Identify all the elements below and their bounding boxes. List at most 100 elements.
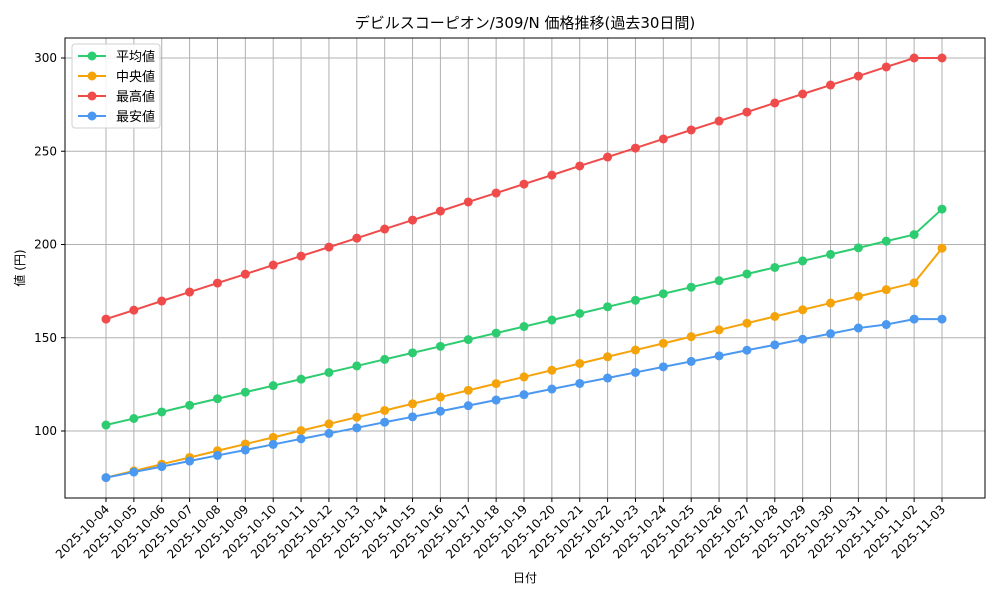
- data-point: [714, 116, 724, 126]
- data-point: [324, 242, 334, 252]
- data-point: [686, 332, 696, 342]
- legend-item: 中央値: [78, 69, 155, 85]
- data-point: [603, 373, 613, 383]
- data-point: [547, 170, 557, 180]
- data-point: [686, 282, 696, 292]
- data-point: [185, 287, 195, 297]
- data-point: [129, 467, 139, 477]
- x-axis-label: 日付: [513, 571, 537, 585]
- data-point: [853, 243, 863, 253]
- data-point: [881, 285, 891, 295]
- data-point: [658, 289, 668, 299]
- data-point: [408, 412, 418, 422]
- data-point: [519, 372, 529, 382]
- data-point: [435, 206, 445, 216]
- data-point: [352, 233, 362, 243]
- data-point: [324, 428, 334, 438]
- data-point: [268, 432, 278, 442]
- data-point: [630, 367, 640, 377]
- data-point: [463, 385, 473, 395]
- data-point: [352, 412, 362, 422]
- x-axis-ticks: 2025-10-042025-10-052025-10-062025-10-07…: [53, 498, 948, 561]
- data-point: [937, 243, 947, 253]
- data-point: [101, 314, 111, 324]
- data-point: [798, 305, 808, 315]
- data-point: [826, 329, 836, 339]
- y-axis-label: 値 (円): [12, 249, 27, 286]
- data-point: [435, 406, 445, 416]
- data-point: [909, 53, 919, 63]
- data-point: [324, 367, 334, 377]
- data-point: [798, 89, 808, 99]
- data-point: [435, 341, 445, 351]
- legend-label: 最高値: [116, 89, 155, 105]
- data-point: [491, 188, 501, 198]
- data-point: [630, 345, 640, 355]
- data-point: [658, 134, 668, 144]
- data-point: [408, 399, 418, 409]
- data-point: [296, 426, 306, 436]
- legend-item: 平均値: [78, 49, 155, 65]
- data-point: [826, 80, 836, 90]
- data-point: [296, 374, 306, 384]
- data-point: [380, 354, 390, 364]
- y-axis-ticks: 100 150 200 250 300: [34, 51, 65, 438]
- data-point: [491, 395, 501, 405]
- legend-label: 中央値: [116, 69, 155, 85]
- legend-box: [71, 43, 161, 129]
- data-point: [491, 379, 501, 389]
- data-point: [686, 356, 696, 366]
- data-point: [519, 179, 529, 189]
- data-point: [909, 314, 919, 324]
- data-point: [853, 323, 863, 333]
- data-point: [240, 387, 250, 397]
- data-point: [463, 401, 473, 411]
- data-point: [937, 314, 947, 324]
- legend-item: 最高値: [78, 89, 155, 105]
- data-point: [547, 315, 557, 325]
- data-point: [714, 351, 724, 361]
- series-平均値: [101, 204, 947, 430]
- data-point: [491, 328, 501, 338]
- series-最安値: [101, 314, 947, 483]
- data-point: [129, 414, 139, 424]
- data-point: [185, 456, 195, 466]
- data-point: [575, 161, 585, 171]
- data-point: [547, 365, 557, 375]
- data-point: [714, 325, 724, 335]
- data-point: [770, 262, 780, 272]
- legend-marker-icon: [87, 91, 97, 101]
- data-point: [352, 423, 362, 433]
- data-point: [909, 278, 919, 288]
- data-point: [909, 230, 919, 240]
- plot-frame: [64, 37, 986, 499]
- data-point: [296, 434, 306, 444]
- data-point: [157, 462, 167, 472]
- data-point: [324, 419, 334, 429]
- data-point: [742, 269, 752, 279]
- data-point: [826, 249, 836, 259]
- data-point: [212, 450, 222, 460]
- data-point: [881, 236, 891, 246]
- data-point: [826, 298, 836, 308]
- chart-title: デビルスコーピオン/309/N 価格推移(過去30日間): [355, 14, 696, 32]
- data-point: [658, 338, 668, 348]
- legend-marker-icon: [87, 71, 97, 81]
- data-point: [157, 296, 167, 306]
- y-tick-label: 250: [34, 144, 57, 158]
- data-point: [770, 98, 780, 108]
- data-point: [658, 362, 668, 372]
- legend-item: 最安値: [78, 109, 155, 125]
- series-中央値: [101, 243, 947, 483]
- data-point: [240, 269, 250, 279]
- series-lines: [101, 53, 947, 483]
- data-point: [742, 107, 752, 117]
- grid-lines: [65, 38, 985, 498]
- data-point: [157, 407, 167, 417]
- data-point: [853, 71, 863, 81]
- data-point: [519, 390, 529, 400]
- data-point: [212, 278, 222, 288]
- data-point: [630, 143, 640, 153]
- data-point: [463, 197, 473, 207]
